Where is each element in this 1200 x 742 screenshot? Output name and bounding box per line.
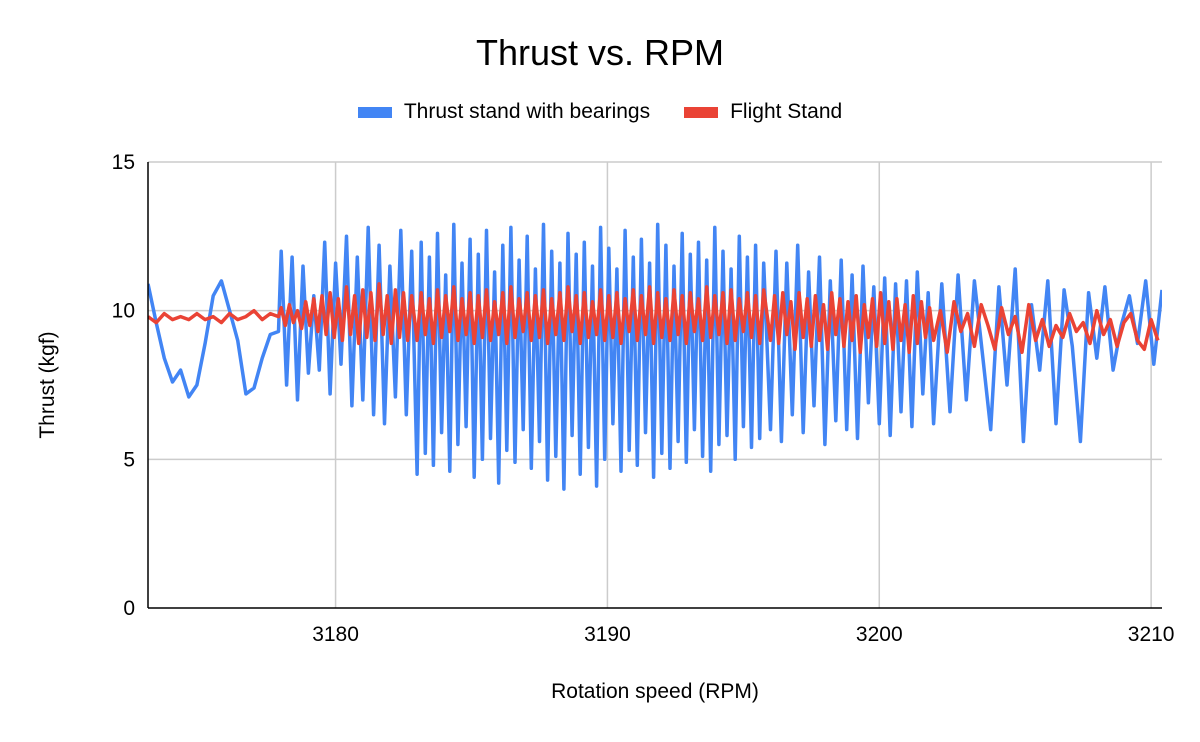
x-tick-label: 3180 [312,623,359,646]
x-tick-label: 3200 [856,623,903,646]
y-tick-label: 15 [112,151,135,174]
series-line-flight-stand [148,282,1160,355]
chart-title: Thrust vs. RPM [475,32,725,73]
x-tick-label: 3210 [1128,623,1175,646]
y-tick-label: 10 [112,300,135,323]
y-tick-label: 5 [123,448,135,471]
legend-item-bearings[interactable]: Thrust stand with bearings [357,100,651,124]
series-line-bearings [148,222,1162,491]
legend-swatch-flight-stand [684,106,719,118]
legend-label-bearings: Thrust stand with bearings [403,100,651,123]
x-tick-label: 3190 [584,623,631,646]
x-axis-label: Rotation speed (RPM) [551,680,759,703]
y-tick-label: 0 [123,597,135,620]
legend-swatch-bearings [357,106,392,118]
legend-label-flight-stand: Flight Stand [730,100,843,123]
legend-item-flight-stand[interactable]: Flight Stand [684,100,842,124]
legend: Thrust stand with bearings Flight Stand [0,100,1200,124]
